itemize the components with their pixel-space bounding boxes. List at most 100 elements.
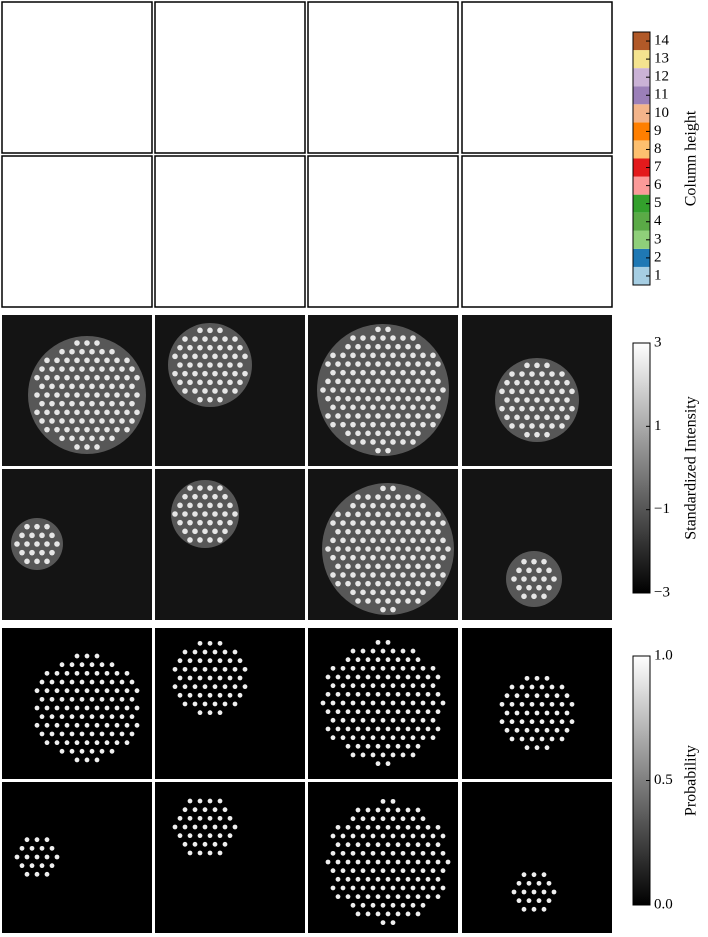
atom-spot — [104, 705, 110, 711]
atom-spot — [546, 567, 552, 574]
atom-spot — [385, 761, 391, 767]
atom-spot — [54, 670, 60, 676]
atom-spot — [119, 696, 125, 702]
atom-spot — [207, 327, 213, 334]
atom-spot — [237, 658, 243, 664]
atom-spot — [410, 700, 416, 706]
atom-spot — [395, 657, 401, 663]
atom-spot — [197, 537, 203, 543]
atom-spot — [197, 379, 203, 386]
atom-spot — [355, 598, 361, 604]
atom-spot — [172, 353, 178, 360]
image-panel — [2, 469, 152, 620]
atom-spot — [350, 421, 356, 428]
atom-spot — [360, 387, 366, 393]
atom-spot — [207, 640, 213, 646]
atom-spot — [232, 336, 238, 342]
atom-spot — [69, 400, 75, 407]
atom-spot — [345, 343, 351, 350]
atom-spot — [564, 379, 570, 386]
atom-spot — [74, 357, 80, 364]
atom-spot — [217, 396, 223, 403]
atom-spot — [44, 374, 50, 381]
atom-spot — [415, 859, 421, 865]
atom-spot — [212, 370, 218, 377]
atom-spot — [330, 735, 336, 741]
atom-spot — [415, 726, 421, 732]
atom-spot — [44, 558, 50, 565]
atom-spot — [546, 880, 552, 886]
atom-spot — [49, 549, 55, 556]
atom-spot — [355, 494, 361, 500]
atom-spot — [345, 528, 351, 535]
atom-spot — [410, 520, 416, 526]
atom-spot — [54, 392, 60, 398]
atom-spot — [395, 361, 401, 367]
atom-spot — [44, 722, 50, 728]
atom-spot — [345, 842, 351, 848]
atom-spot — [370, 648, 376, 654]
atom-spot — [340, 665, 346, 671]
atom-spot — [99, 662, 105, 668]
atom-spot — [405, 894, 411, 900]
atom-spot — [385, 743, 391, 749]
atom-spot — [29, 549, 35, 556]
atom-spot — [182, 701, 188, 707]
panel-bg — [154, 1, 306, 154]
atom-spot — [425, 413, 431, 419]
atom-spot — [59, 714, 65, 720]
atom-spot — [59, 383, 65, 390]
atom-spot — [172, 370, 178, 377]
atom-spot — [325, 691, 331, 697]
atom-spot — [385, 876, 391, 882]
atom-spot — [350, 868, 356, 874]
atom-spot — [232, 511, 238, 517]
image-panel — [1, 155, 153, 308]
atom-spot — [182, 684, 188, 690]
atom-spot — [202, 353, 208, 360]
atom-spot — [69, 731, 75, 737]
atom-spot — [410, 589, 416, 596]
atom-spot — [390, 798, 396, 804]
atom-spot — [410, 816, 416, 822]
atom-spot — [335, 824, 341, 830]
atom-spot — [325, 413, 331, 419]
atom-spot — [504, 414, 510, 421]
atom-spot — [340, 572, 346, 578]
atom-spot — [104, 409, 110, 416]
atom-spot — [395, 859, 401, 865]
atom-spot — [544, 431, 550, 438]
atom-spot — [227, 833, 233, 839]
atom-spot — [395, 807, 401, 813]
atom-spot — [192, 511, 198, 517]
atom-spot — [499, 701, 505, 707]
atom-spot — [84, 722, 90, 728]
colorbar-segment — [633, 140, 650, 159]
atom-spot — [99, 696, 105, 702]
atom-spot — [559, 701, 565, 707]
atom-spot — [192, 701, 198, 707]
atom-spot — [360, 885, 366, 891]
atom-spot — [355, 580, 361, 587]
atom-spot — [222, 388, 228, 394]
atom-spot — [345, 674, 351, 680]
colorbar-tick-label: 0.0 — [654, 896, 673, 912]
atom-spot — [54, 722, 60, 728]
panel-content — [308, 469, 458, 620]
colorbar-tick-label: 1 — [654, 267, 662, 283]
atom-spot — [390, 387, 396, 393]
atom-spot — [325, 859, 331, 865]
atom-spot — [559, 388, 565, 395]
atom-spot — [207, 502, 213, 509]
atom-spot — [330, 520, 336, 526]
atom-spot — [330, 352, 336, 359]
atom-spot — [124, 357, 130, 364]
atom-spot — [350, 572, 356, 578]
colorbar-label: Column height — [683, 110, 700, 206]
atom-spot — [425, 876, 431, 882]
atom-spot — [440, 520, 446, 526]
atom-spot — [559, 423, 565, 429]
atom-spot — [360, 868, 366, 874]
atom-spot — [390, 606, 396, 613]
atom-spot — [395, 580, 401, 587]
